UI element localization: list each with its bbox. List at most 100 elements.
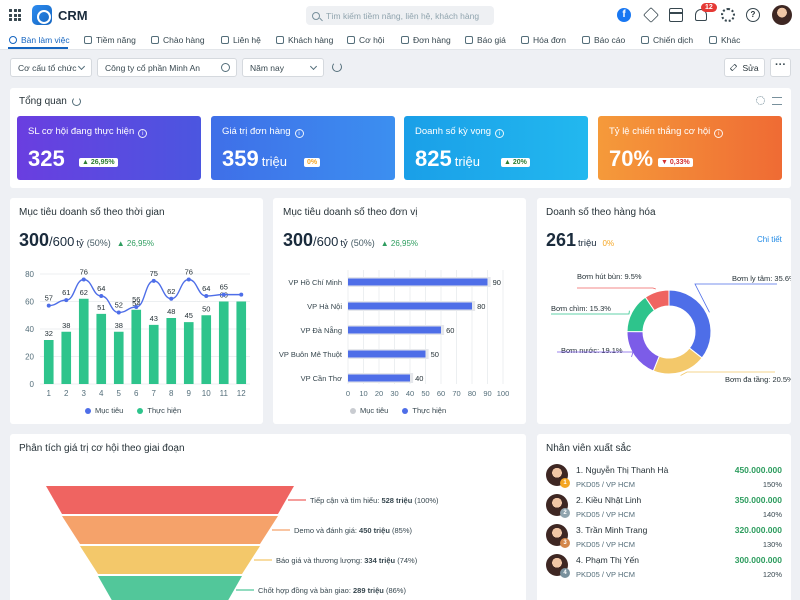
info-icon[interactable]: i — [294, 129, 304, 138]
edit-button[interactable]: Sửa — [724, 58, 765, 77]
bar-mark — [61, 331, 72, 384]
tab-khach-hang[interactable]: Khách hàng — [276, 30, 333, 50]
refresh-icon[interactable] — [72, 97, 81, 106]
kpi-card-expected-sales[interactable]: Doanh số kỳ vọng i 825 triệu ▲ 20% — [404, 116, 588, 180]
user-avatar[interactable] — [772, 5, 792, 25]
tab-co-hoi[interactable]: Cơ hội — [347, 30, 384, 50]
info-icon[interactable]: i — [138, 129, 148, 138]
structure-select[interactable]: Cơ cấu tổ chức — [10, 58, 92, 77]
tab-khac[interactable]: Khác — [709, 30, 740, 50]
legend-actual: Thực hiện — [412, 406, 447, 415]
actual-bar — [348, 278, 488, 286]
x-tick-label: 80 — [468, 389, 476, 398]
tab-label: Tiềm năng — [96, 35, 136, 45]
kpi-card-opportunities[interactable]: SL cơ hội đang thực hiện i 325 ▲ 26,95% — [17, 116, 201, 180]
x-tick-label: 30 — [390, 389, 398, 398]
period-select[interactable]: Năm nay — [242, 58, 324, 77]
y-tick-label: 20 — [25, 353, 34, 362]
donut-slice — [652, 347, 703, 375]
line-data-label: 56 — [132, 295, 140, 304]
crm-logo-icon[interactable] — [32, 5, 52, 25]
employee-row[interactable]: 4 4. Phạm Thị Yến PKD05 / VP HCM 300.000.00… — [546, 554, 782, 584]
company-select[interactable]: Công ty cổ phần Minh An — [97, 58, 237, 77]
info-icon[interactable]: i — [495, 129, 505, 138]
tab-bao-cao[interactable]: Báo cáo — [582, 30, 625, 50]
tab-chao-hang[interactable]: Chào hàng — [151, 30, 205, 50]
tab-hoa-don[interactable]: Hóa đơn — [521, 30, 566, 50]
tab-bao-gia[interactable]: Báo giá — [465, 30, 506, 50]
legend-dot-target — [350, 407, 356, 414]
funnel-stage-label: Tiếp cận và tìm hiểu: 528 triệu (100%) — [310, 496, 439, 505]
x-tick-label: 2 — [64, 389, 69, 398]
funnel-stage — [80, 546, 260, 574]
employees-title: Nhân viên xuất sắc — [546, 443, 632, 454]
tab-chien-dich[interactable]: Chiến dịch — [641, 30, 693, 50]
line-point — [116, 310, 121, 315]
search-icon — [312, 11, 320, 20]
bar-mark — [148, 324, 159, 384]
tab-label: Cơ hội — [359, 35, 385, 45]
slice-leader-line — [551, 310, 630, 315]
y-tick-label: 0 — [30, 380, 35, 389]
line-point — [204, 294, 209, 298]
summary-change: 26,95% — [126, 239, 155, 248]
tab-ban-lam-viec[interactable]: Bàn làm việc — [9, 30, 70, 50]
org-tree-icon[interactable] — [221, 63, 230, 72]
tab-label: Hóa đơn — [533, 35, 566, 45]
kpi-label: Tỷ lệ chiến thắng cơ hội — [609, 126, 711, 137]
legend-dot-target — [85, 407, 91, 414]
summary-pct: (50%) — [86, 238, 111, 248]
sliders-icon[interactable] — [772, 97, 782, 105]
summary-change: 26,95% — [390, 239, 419, 248]
line-point — [81, 277, 86, 282]
refresh-icon[interactable] — [332, 62, 342, 72]
funnel-stage-label: Demo và đánh giá: 450 triệu (85%) — [294, 526, 412, 535]
detail-link[interactable]: Chi tiết — [757, 235, 782, 244]
employee-pct: 120% — [762, 570, 782, 579]
search-input[interactable]: Tìm kiếm tiềm năng, liên hệ, khách hàng — [306, 6, 494, 25]
y-tick-label: 40 — [25, 325, 34, 334]
funnel-stage — [62, 516, 278, 544]
package-icon[interactable] — [643, 7, 659, 23]
bar-mark — [183, 322, 194, 384]
chevron-down-icon — [309, 62, 318, 71]
kpi-card-order-value[interactable]: Giá trị đơn hàng i 359 triệu 0% — [211, 116, 395, 180]
unit-chart: 0 10 20 30 40 50 60 70 80 90 100 VP Hồ Chí Minh 90 VP… — [279, 270, 509, 398]
x-tick-label: 4 — [99, 389, 104, 398]
summary-change: 0% — [602, 239, 615, 248]
kpi-value: 325 — [28, 146, 65, 171]
kpi-card-win-rate[interactable]: Tỷ lệ chiến thắng cơ hội i 70% ▼ 0,33% — [598, 116, 782, 180]
employee-row[interactable]: 1 1. Nguyễn Thị Thanh Hà PKD05 / VP HCM 450… — [546, 464, 782, 494]
category-label: VP Đà Nẵng — [300, 326, 342, 335]
line-data-label: 57 — [45, 294, 53, 303]
tab-lien-he[interactable]: Liên hệ — [221, 30, 261, 50]
employee-name: 1. Nguyễn Thị Thanh Hà — [576, 465, 669, 475]
employee-row[interactable]: 2 2. Kiều Nhật Linh PKD05 / VP HCM 350.000.… — [546, 494, 782, 524]
line-data-label: 64 — [202, 284, 210, 293]
more-button[interactable]: ··· — [770, 58, 791, 77]
info-icon[interactable]: i — [714, 129, 724, 138]
stage-name: Demo và đánh giá: — [294, 526, 359, 535]
stage-value: 289 triệu — [353, 586, 384, 595]
employee-name: 2. Kiều Nhật Linh — [576, 495, 642, 505]
tab-don-hang[interactable]: Đơn hàng — [401, 30, 451, 50]
bar-mark — [78, 298, 89, 384]
line-point — [64, 298, 69, 303]
overview-title: Tổng quan — [19, 96, 67, 107]
employee-row[interactable]: 3 3. Trần Minh Trang PKD05 / VP HCM 320.000… — [546, 524, 782, 554]
facebook-icon[interactable]: f — [617, 8, 631, 22]
tab-tiem-nang[interactable]: Tiềm năng — [84, 30, 136, 50]
bar-data-label: 62 — [80, 288, 88, 297]
kpi-label: Giá trị đơn hàng — [222, 126, 291, 137]
help-icon[interactable]: ? — [746, 8, 760, 22]
kpi-change: 0,33% — [669, 159, 690, 166]
report-icon — [582, 36, 590, 44]
app-launcher-icon[interactable] — [9, 9, 21, 21]
x-tick-label: 11 — [220, 389, 229, 398]
funnel-stage-label: Báo giá và thương lượng: 334 triệu (74%) — [276, 556, 418, 565]
settings-icon[interactable] — [721, 8, 735, 22]
calendar-icon[interactable] — [669, 8, 683, 22]
kpi-label: Doanh số kỳ vọng — [415, 126, 492, 137]
gear-icon[interactable] — [756, 96, 765, 105]
kpi-unit: triệu — [261, 154, 288, 169]
